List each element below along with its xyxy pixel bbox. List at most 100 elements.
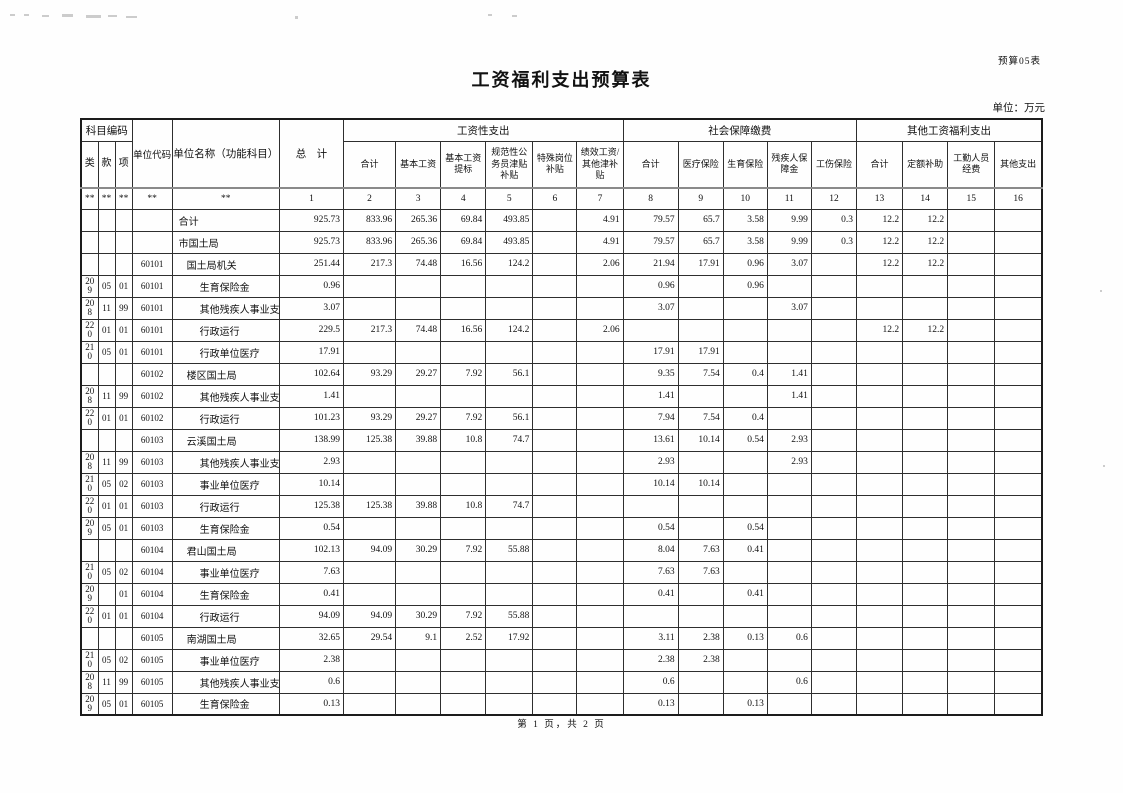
cell-section-code	[97, 626, 116, 650]
table-row: 208119960105其他残疾人事业支出0.60.60.6	[80, 670, 1043, 694]
cell-unit-code: 60104	[131, 560, 173, 584]
cell-value	[994, 648, 1043, 672]
cell-section-code	[97, 538, 116, 562]
cell-class-code: 209	[80, 582, 99, 606]
header-xiang: 项	[114, 140, 133, 189]
cell-unit-name: 行政运行	[171, 318, 280, 342]
cell-value: 138.99	[278, 428, 345, 452]
cell-section-code: 01	[97, 406, 116, 430]
cell-value: 12.2	[902, 230, 949, 254]
cell-value: 21.94	[622, 252, 679, 276]
cell-value	[994, 252, 1043, 276]
cell-value: 0.41	[622, 582, 679, 606]
scan-speck	[295, 16, 298, 19]
cell-value: 10.8	[440, 428, 487, 452]
cell-value	[722, 472, 768, 496]
header-group-social: 社会保障缴费	[622, 118, 858, 142]
cell-section-code: 05	[97, 340, 116, 364]
cell-section-code	[97, 252, 116, 276]
cell-value	[576, 648, 624, 672]
header-subcol: 定额补助	[902, 140, 949, 189]
cell-value: 79.57	[622, 230, 679, 254]
cell-value	[485, 340, 534, 364]
cell-value	[722, 560, 768, 584]
table-row: 市国土局 925.73 833.96 265.36 69.84 493.85 4.91 79.…	[80, 230, 1043, 254]
cell-value: 17.92	[485, 626, 534, 650]
cell-value: 1.41	[278, 384, 345, 408]
cell-value: 0.54	[722, 428, 768, 452]
cell-value: 0.13	[722, 626, 768, 650]
cell-value	[766, 406, 812, 430]
cell-unit-code: 60101	[131, 274, 173, 298]
cell-value	[766, 472, 812, 496]
cell-value	[677, 692, 724, 716]
cell-value	[532, 494, 578, 518]
cell-value	[810, 604, 858, 628]
header-row-subcolumns: 类 款 项 合计 基本工资 基本工资提标 规范性公务员津贴补贴 特殊岗位补贴 绩效工资/其…	[80, 140, 1043, 189]
cell-value	[902, 296, 949, 320]
cell-value: 7.63	[278, 560, 345, 584]
cell-class-code	[80, 208, 99, 232]
cell-value: 30.29	[395, 604, 442, 628]
header-subcol: 规范性公务员津贴补贴	[485, 140, 534, 189]
cell-item-code	[114, 428, 133, 452]
header-lei: 类	[80, 140, 99, 189]
cell-value	[395, 340, 442, 364]
cell-value	[440, 560, 487, 584]
cell-value	[766, 648, 812, 672]
cell-value	[902, 626, 949, 650]
cell-value: 125.38	[342, 494, 397, 518]
cell-section-code	[97, 428, 116, 452]
cell-section-code	[97, 362, 116, 386]
header-total: 总 计	[278, 118, 345, 189]
cell-unit-name: 生育保险金	[171, 516, 280, 540]
cell-value	[532, 538, 578, 562]
scan-speck	[1100, 290, 1102, 292]
scan-speck	[62, 14, 73, 17]
cell-value	[902, 604, 949, 628]
cell-class-code: 220	[80, 406, 99, 430]
cell-value	[902, 472, 949, 496]
header-subcol: 生育保险	[722, 140, 768, 189]
cell-value: 833.96	[342, 230, 397, 254]
cell-value	[532, 340, 578, 364]
header-group-salary: 工资性支出	[343, 118, 624, 142]
cell-value	[532, 296, 578, 320]
cell-value	[994, 560, 1043, 584]
cell-value	[766, 604, 812, 628]
cell-value: 101.23	[278, 406, 345, 430]
cell-item-code: 01	[114, 406, 133, 430]
cell-value: 0.4	[722, 406, 768, 430]
table-row: 209 01 60104 生育保险金 0.41 0.41 0.41	[80, 582, 1043, 606]
cell-value	[766, 516, 812, 540]
cell-value: 93.29	[342, 362, 397, 386]
cell-value: 0.4	[722, 362, 768, 386]
cell-value	[994, 494, 1043, 518]
scan-speck	[488, 14, 492, 16]
cell-value	[947, 274, 996, 298]
cell-value	[947, 538, 996, 562]
cell-class-code	[80, 362, 99, 386]
cell-value: 124.2	[485, 318, 534, 342]
cell-value: 0.6	[766, 670, 812, 694]
cell-unit-name: 市国土局	[171, 230, 280, 254]
cell-value	[576, 406, 624, 430]
cell-value: 9.35	[622, 362, 679, 386]
cell-value	[395, 582, 442, 606]
scan-speck	[10, 14, 15, 16]
cell-value	[576, 560, 624, 584]
header-index-cell: 13	[855, 187, 904, 210]
budget-table: 科目编码 单位代码 单位名称（功能科目） 总 计 工资性支出 社会保障缴费 其他…	[80, 118, 1043, 716]
cell-value: 12.2	[855, 318, 904, 342]
cell-value: 0.54	[622, 516, 679, 540]
cell-section-code: 05	[97, 560, 116, 584]
header-subcol: 医疗保险	[677, 140, 724, 189]
table-row: 220 01 01 60101 行政运行 229.5 217.3 74.48 16.56 124.…	[80, 318, 1043, 342]
cell-value	[722, 494, 768, 518]
cell-value	[994, 274, 1043, 298]
cell-value: 7.54	[677, 362, 724, 386]
cell-section-code: 05	[97, 648, 116, 672]
cell-value: 925.73	[278, 208, 345, 232]
cell-value	[810, 538, 858, 562]
cell-section-code: 05	[97, 472, 116, 496]
